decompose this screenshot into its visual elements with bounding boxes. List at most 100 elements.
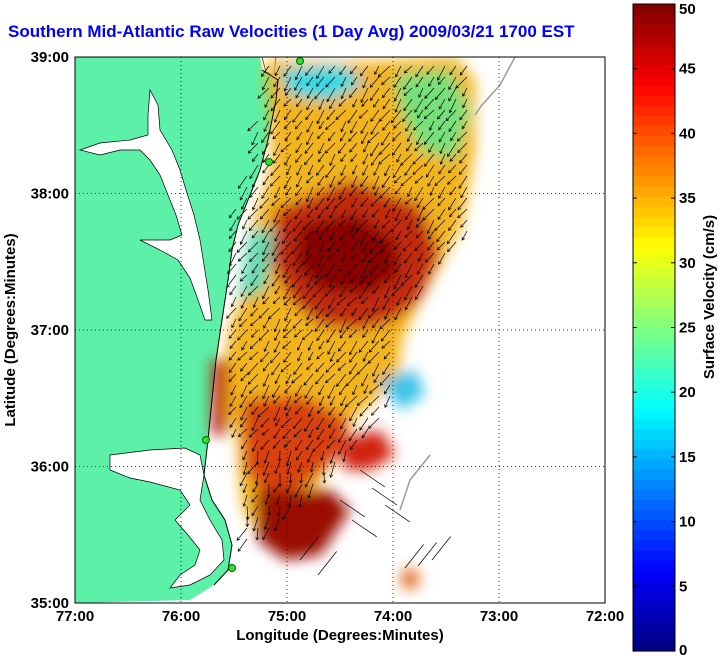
velocity-arrow xyxy=(293,428,303,438)
velocity-arrow xyxy=(291,373,303,384)
velocity-arrow xyxy=(306,186,314,202)
velocity-arrow xyxy=(248,142,259,154)
colorbar-swatch xyxy=(633,640,675,652)
colorbar-swatch xyxy=(633,580,675,591)
velocity-arrow-head xyxy=(229,291,233,296)
velocity-arrow-head xyxy=(287,504,292,508)
velocity-arrow-head xyxy=(262,472,267,476)
velocity-arrow xyxy=(379,186,391,199)
colorbar-swatch xyxy=(633,357,675,369)
colorbar-swatch xyxy=(633,185,675,197)
velocity-arrow xyxy=(285,373,292,384)
velocity-arrow xyxy=(251,263,259,274)
pamlico-sound xyxy=(109,447,225,589)
velocity-arrow xyxy=(326,329,336,343)
velocity-arrow-head xyxy=(356,402,361,406)
velocity-arrow-head xyxy=(339,71,343,76)
velocity-arrow-head xyxy=(304,395,308,399)
velocity-arrow xyxy=(403,98,413,111)
velocity-arrow xyxy=(428,230,435,240)
velocity-arrow-head xyxy=(447,248,451,253)
velocity-arrow xyxy=(437,109,446,120)
velocity-arrow xyxy=(255,472,259,485)
velocity-arrow xyxy=(261,131,270,143)
velocity-arrow-head xyxy=(317,263,321,268)
colorbar-swatch xyxy=(633,388,675,399)
velocity-arrow xyxy=(295,406,303,415)
velocity-arrow-head xyxy=(369,84,374,88)
velocity-arrow-head xyxy=(284,317,288,322)
velocity-arrow xyxy=(273,296,281,304)
velocity-arrow-head xyxy=(247,216,251,220)
velocity-arrow xyxy=(393,164,402,178)
velocity-arrow xyxy=(373,219,380,229)
velocity-arrow-head xyxy=(274,72,278,77)
velocity-arrow-head xyxy=(307,494,311,499)
velocity-arrow-head xyxy=(379,195,383,199)
velocity-arrow xyxy=(325,362,336,373)
velocity-arrow-head xyxy=(415,83,419,88)
velocity-arrow-head xyxy=(438,195,442,199)
velocity-arrow xyxy=(373,98,380,108)
velocity-arrow xyxy=(306,98,314,110)
velocity-arrow-head xyxy=(261,258,266,262)
colorbar-swatch xyxy=(633,94,675,106)
colorbar-swatch xyxy=(633,529,675,541)
velocity-arrow xyxy=(252,483,259,493)
velocity-arrow xyxy=(392,142,402,156)
velocity-arrow-head xyxy=(315,368,319,373)
velocity-arrow xyxy=(278,505,281,516)
velocity-arrow-head xyxy=(340,425,344,430)
radar-stations xyxy=(202,57,304,572)
velocity-arrow xyxy=(371,329,380,344)
velocity-arrow-head xyxy=(270,94,274,99)
velocity-arrow-head xyxy=(274,337,278,342)
velocity-arrow xyxy=(325,318,336,328)
velocity-arrow xyxy=(311,461,314,472)
velocity-arrow-head xyxy=(239,482,243,487)
velocity-arrow-head xyxy=(292,301,297,306)
velocity-arrow-head xyxy=(272,135,276,140)
velocity-arrow xyxy=(429,186,435,196)
velocity-arrow-head xyxy=(423,141,428,145)
colorbar-swatch xyxy=(633,408,675,420)
velocity-arrow-head xyxy=(298,504,303,508)
velocity-arrow-head xyxy=(270,172,274,177)
velocity-arrow-head xyxy=(321,472,326,476)
velocity-arrow xyxy=(231,318,237,328)
velocity-arrow xyxy=(396,296,402,306)
colorbar-swatch xyxy=(633,44,675,56)
velocity-arrow xyxy=(263,362,270,372)
velocity-arrow-head xyxy=(448,97,452,102)
velocity-arrow-head xyxy=(449,213,453,218)
velocity-arrow-head xyxy=(384,294,388,299)
velocity-arrow xyxy=(247,120,259,132)
x-tick-label: 76:00 xyxy=(162,608,200,625)
velocity-arrow-head xyxy=(228,214,233,219)
velocity-arrow xyxy=(392,131,402,141)
velocity-arrow-head xyxy=(461,125,465,130)
velocity-arrow xyxy=(425,252,435,263)
velocity-arrow xyxy=(328,406,336,416)
velocity-arrow xyxy=(317,551,337,576)
velocity-arrow-head xyxy=(292,425,297,430)
velocity-arrow-head xyxy=(437,115,441,120)
velocity-arrow xyxy=(307,208,314,218)
velocity-arrow xyxy=(368,351,380,364)
velocity-arrow xyxy=(240,285,248,297)
velocity-arrow-head xyxy=(436,238,440,243)
velocity-arrow xyxy=(368,307,380,319)
colorbar-swatch xyxy=(633,287,675,298)
velocity-arrow xyxy=(297,351,303,361)
velocity-arrow-head xyxy=(263,324,267,329)
velocity-arrow xyxy=(405,120,413,132)
y-tick-label: 35:00 xyxy=(31,595,69,612)
velocity-arrow-head xyxy=(360,274,365,279)
velocity-arrow-head xyxy=(259,215,264,220)
velocity-arrow-head xyxy=(394,246,398,251)
velocity-arrow xyxy=(427,175,435,187)
velocity-arrow-head xyxy=(296,103,300,108)
velocity-arrow xyxy=(361,296,369,304)
velocity-arrow-head xyxy=(345,403,349,408)
